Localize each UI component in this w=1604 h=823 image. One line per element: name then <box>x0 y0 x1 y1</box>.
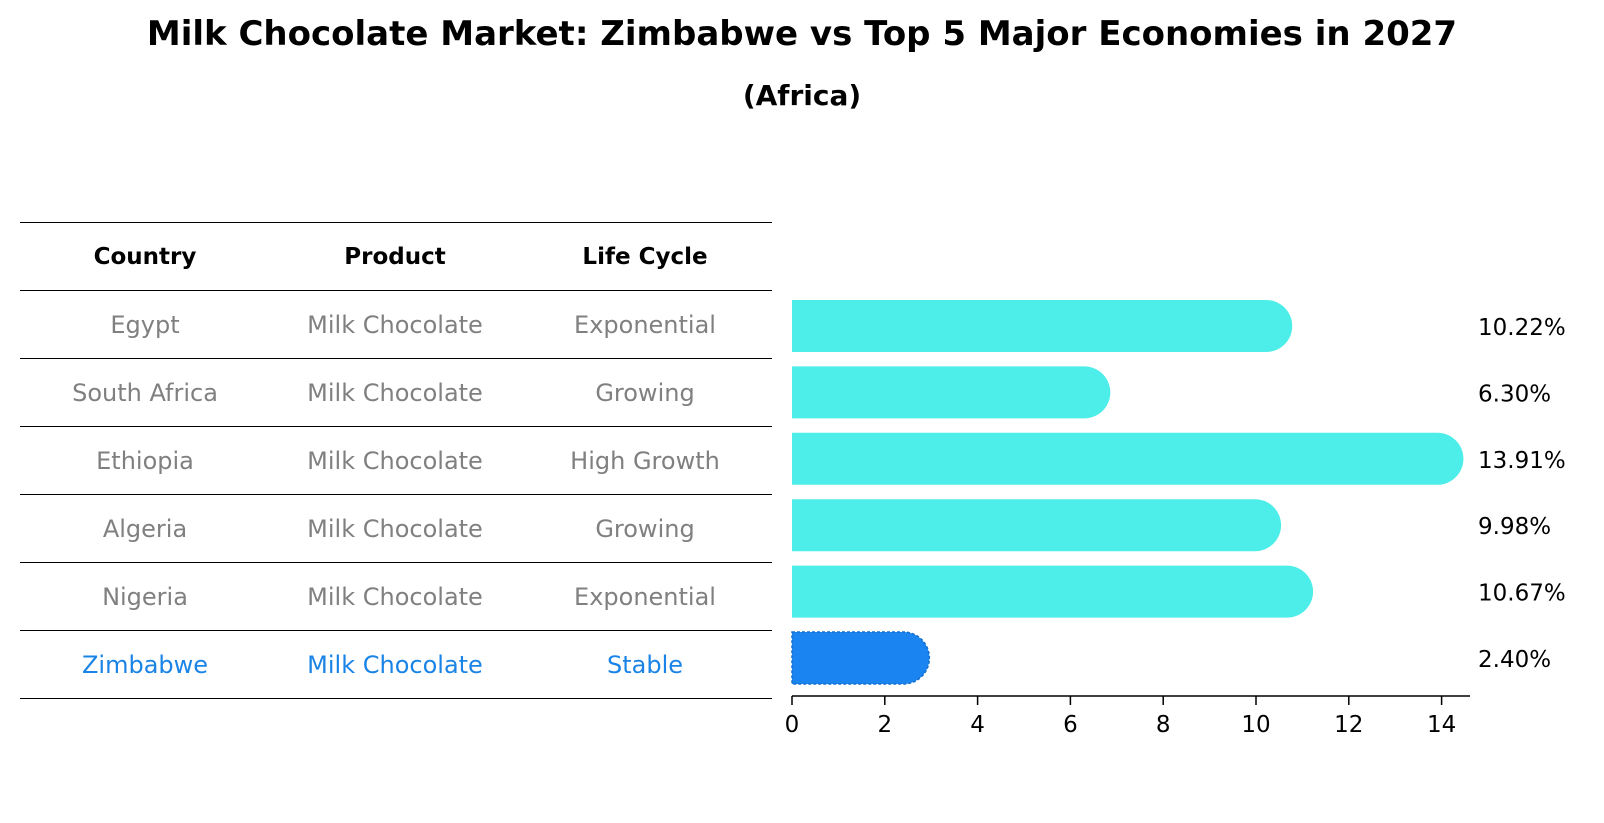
bar-value-label: 10.22% <box>1478 315 1566 341</box>
cell-life-cycle: High Growth <box>570 446 720 475</box>
table-row: South Africa Milk Chocolate Growing <box>20 359 772 427</box>
x-tick-label: 8 <box>1156 712 1171 738</box>
table-row: Nigeria Milk Chocolate Exponential <box>20 563 772 631</box>
table-row: Ethiopia Milk Chocolate High Growth <box>20 427 772 495</box>
table-row-highlighted: Zimbabwe Milk Chocolate Stable <box>20 631 772 699</box>
bar-value-label: 10.67% <box>1478 581 1566 607</box>
table-row: Egypt Milk Chocolate Exponential <box>20 291 772 359</box>
bar-value-label: 2.40% <box>1478 647 1551 673</box>
x-tick-label: 14 <box>1427 712 1456 738</box>
x-tick-label: 0 <box>785 712 800 738</box>
cell-product: Milk Chocolate <box>307 582 483 611</box>
x-tick-label: 2 <box>877 712 892 738</box>
bar-value-label: 13.91% <box>1478 448 1566 474</box>
cell-country: Nigeria <box>102 582 188 611</box>
header-country: Country <box>93 243 197 270</box>
cell-country: Ethiopia <box>96 446 194 475</box>
cell-country: South Africa <box>72 378 218 407</box>
x-tick-label: 6 <box>1063 712 1078 738</box>
cell-product: Milk Chocolate <box>307 446 483 475</box>
table-header-row: Country Product Life Cycle <box>20 222 772 291</box>
bar <box>792 565 1314 618</box>
bar-value-label: 6.30% <box>1478 381 1551 407</box>
header-life-cycle: Life Cycle <box>582 243 708 270</box>
bar <box>792 499 1282 552</box>
cell-life-cycle: Growing <box>595 514 695 543</box>
table-row: Algeria Milk Chocolate Growing <box>20 495 772 563</box>
bar-value-label: 9.98% <box>1478 514 1551 540</box>
cell-life-cycle: Exponential <box>574 310 716 339</box>
cell-country: Algeria <box>102 514 188 543</box>
cell-life-cycle: Exponential <box>574 582 716 611</box>
bar <box>792 366 1111 419</box>
cell-life-cycle: Stable <box>606 650 684 679</box>
x-tick-label: 4 <box>970 712 985 738</box>
bar <box>792 432 1464 485</box>
cell-life-cycle: Growing <box>595 378 695 407</box>
bar-highlighted <box>791 631 931 685</box>
x-tick-label: 12 <box>1334 712 1363 738</box>
x-tick-label: 10 <box>1241 712 1270 738</box>
cell-country: Egypt <box>110 310 180 339</box>
chart-title: Milk Chocolate Market: Zimbabwe vs Top 5… <box>146 14 1458 54</box>
cell-product: Milk Chocolate <box>307 378 483 407</box>
cell-product: Milk Chocolate <box>307 650 483 679</box>
bar <box>792 300 1293 352</box>
cell-country: Zimbabwe <box>81 650 209 679</box>
cell-product: Milk Chocolate <box>307 514 483 543</box>
header-product: Product <box>344 243 446 270</box>
cell-product: Milk Chocolate <box>307 310 483 339</box>
data-table: Country Product Life Cycle Egypt Milk Ch… <box>20 222 772 699</box>
chart-subtitle: (Africa) <box>742 79 862 112</box>
